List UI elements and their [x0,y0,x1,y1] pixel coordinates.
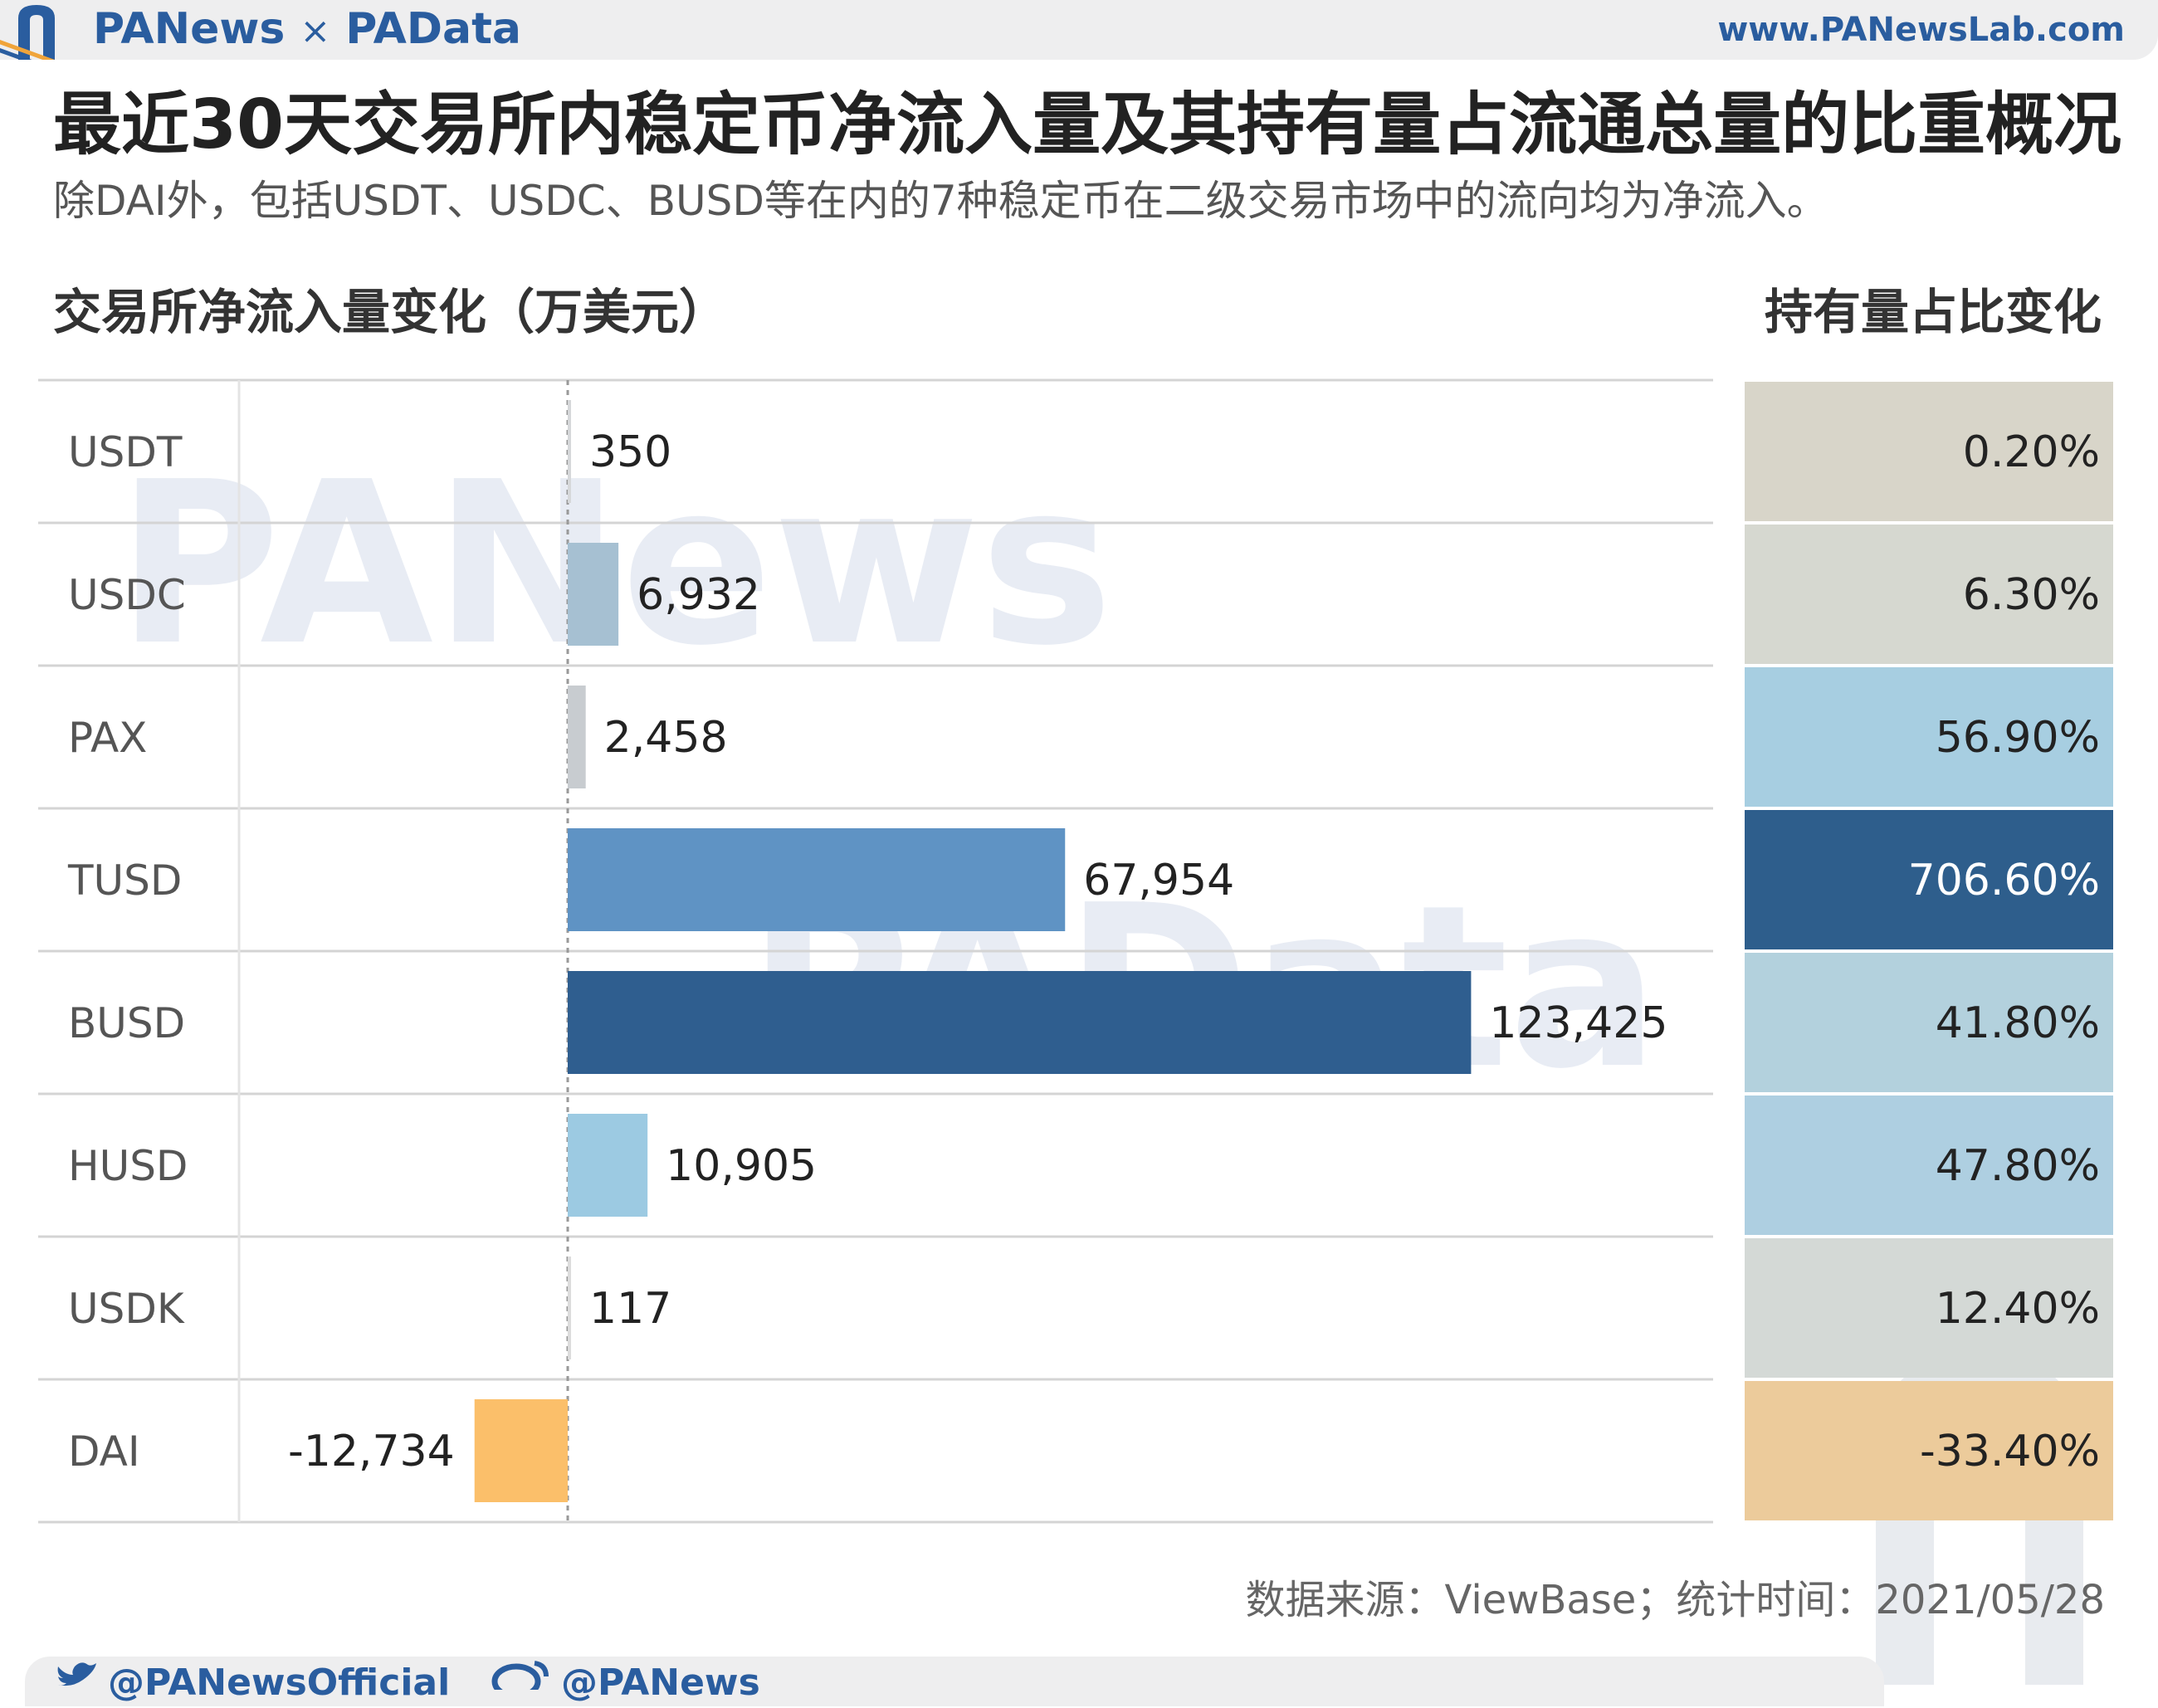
category-label: TUSD [67,856,182,905]
share-label: 0.20% [1963,427,2100,477]
value-label: 350 [589,427,671,477]
weibo-handle[interactable]: @PANews [561,1662,760,1704]
bar [568,828,1066,931]
category-label: BUSD [68,999,185,1047]
share-cell [1745,1238,2113,1378]
data-source: 数据来源：ViewBase；统计时间：2021/05/28 [1245,1577,2105,1623]
twitter-handle[interactable]: @PANewsOfficial [108,1662,451,1704]
value-label: -12,734 [288,1427,455,1476]
value-label: 123,425 [1489,998,1667,1048]
category-label: USDT [68,428,183,476]
bar [568,543,619,646]
inflow-chart: USDT 350 0.20% USDC 6,932 6.30% PAX 2,458 56.90%… [38,378,2113,1524]
bar [568,400,571,503]
chart-subtitle: 除DAI外，包括USDT、USDC、BUSD等在内的7种稳定币在二级交易市场中的… [53,177,1828,225]
twitter-icon [57,1662,96,1686]
category-label: HUSD [68,1142,188,1190]
site-url[interactable]: www.PANewsLab.com [1717,11,2125,49]
value-label: 67,954 [1083,856,1234,905]
brand: PANews × PAData [93,2,521,56]
value-label: 6,932 [637,570,760,620]
share-label: 6.30% [1963,570,2100,620]
share-label: 41.80% [1936,998,2100,1048]
bar [568,1257,571,1359]
inflow-section-header: 交易所净流入量变化（万美元） [53,284,728,340]
panews-logo-icon [0,5,63,60]
share-cell [1745,953,2113,1092]
share-cell [1745,525,2113,664]
share-section-header: 持有量占比变化 [1764,284,2102,340]
category-label: USDK [68,1285,185,1333]
brand-padata: PAData [345,4,522,54]
share-cell [1745,1381,2113,1520]
share-cell [1745,382,2113,521]
share-label: 47.80% [1936,1141,2100,1191]
share-label: 12.40% [1936,1284,2100,1334]
chart-title: 最近30天交易所内稳定币净流入量及其持有量占流通总量的比重概况 [53,85,2122,164]
bar [568,1114,648,1217]
share-cell [1745,1096,2113,1235]
value-label: 10,905 [666,1141,817,1191]
value-label: 117 [589,1284,671,1334]
share-label: -33.40% [1920,1427,2100,1476]
share-cell [1745,667,2113,807]
bar [568,686,586,788]
category-label: DAI [68,1427,140,1476]
brand-panews: PANews [93,4,286,54]
bar [568,971,1472,1074]
share-cell [1745,810,2113,949]
share-label: 56.90% [1936,713,2100,763]
category-label: USDC [68,571,186,619]
category-label: PAX [68,714,147,762]
brand-separator: × [300,10,331,52]
value-label: 2,458 [604,713,728,763]
weibo-icon [491,1661,549,1690]
bar [474,1399,568,1502]
share-label: 706.60% [1908,856,2100,905]
header-bar [0,0,2158,60]
